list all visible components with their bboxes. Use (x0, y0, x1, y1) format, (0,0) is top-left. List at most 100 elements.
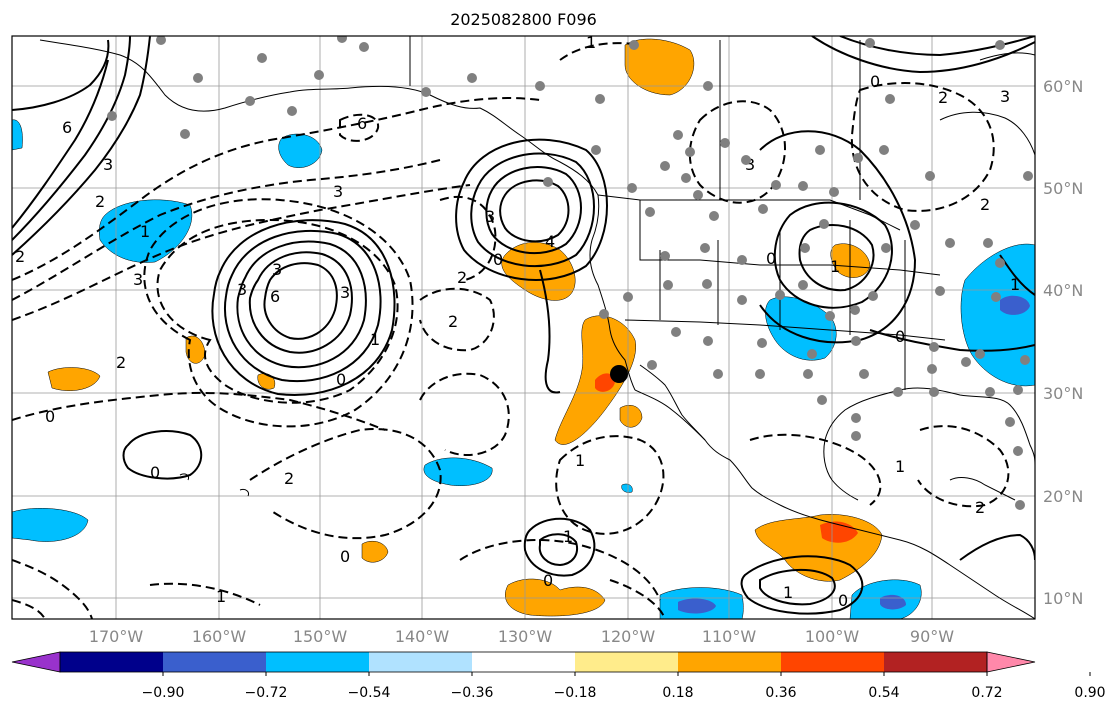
colorbar-swatch (266, 652, 370, 672)
contour-labels: 6 3 2 3 2 1 0 2 0 1 6 3 3 2 4 3 1 0 0 2 … (15, 33, 1020, 610)
contour-label: 1 (783, 583, 793, 602)
contour-label: 0 (493, 250, 503, 269)
contour-label: 3 (1000, 87, 1010, 106)
lon-label: 90°W (910, 627, 954, 646)
map-frame (11, 35, 1036, 620)
dashed-contours (12, 42, 1010, 619)
shaded-fields (12, 38, 1035, 619)
contour-label: 3 (485, 207, 495, 226)
northwest-lines-1 (12, 36, 151, 256)
lat-label: 20°N (1043, 487, 1083, 506)
cool-anomaly-gulf-alaska (278, 133, 323, 168)
latitude-labels: 60°N 50°N 40°N 30°N 20°N 10°N (1043, 77, 1083, 608)
contour-label: 3 (133, 270, 143, 289)
cool-anomaly-texas (765, 296, 837, 361)
tropical-ring-1 (523, 517, 596, 577)
warm-anomaly-small-4 (361, 541, 389, 563)
colorbar-swatch (472, 652, 576, 672)
high-pressure-ring-4 (224, 229, 382, 382)
north-ring-1 (811, 36, 1035, 74)
contour-label: 2 (95, 192, 105, 211)
colorbar-ticks: −0.90 −0.72 −0.54 −0.36 −0.18 0.18 0.36 0.54 0.7… (142, 672, 1105, 701)
contour-label: 4 (545, 232, 555, 251)
contour-label: 3 (237, 280, 247, 299)
contour-label: 3 (333, 182, 343, 201)
contour-label: 3 (272, 260, 282, 279)
contour-label: 0 (895, 327, 905, 346)
contour-label: 1 (140, 222, 150, 241)
lat-label: 30°N (1043, 384, 1083, 403)
colorbar-swatch (60, 652, 164, 672)
colorbar-tick-label: −0.90 (142, 685, 185, 701)
colorbar-tick-label: 0.18 (662, 685, 693, 701)
colorbar-swatch (781, 652, 885, 672)
warm-anomaly-small-5 (619, 405, 643, 428)
colorbar-border (59, 651, 988, 673)
longitude-labels: 170°W 160°W 150°W 140°W 130°W 120°W 110°… (89, 627, 954, 646)
colorbar-swatch (575, 652, 679, 672)
colorbar-extend-min (11, 651, 61, 673)
lat-label: 10°N (1043, 589, 1083, 608)
warm-anomaly-tropical (505, 578, 606, 617)
contour-label: 2 (980, 195, 990, 214)
contour-label: 6 (270, 287, 280, 306)
colorbar-tick-label: −0.54 (348, 685, 391, 701)
contour-label: 1 (575, 451, 585, 470)
colorbar-swatch (884, 652, 988, 672)
contour-label: 2 (284, 469, 294, 488)
contour-label: 2 (448, 312, 458, 331)
plains-ring-1 (798, 224, 875, 292)
strong-cool-northeast (1000, 295, 1030, 315)
trough-contour (539, 269, 561, 394)
contour-label: 1 (563, 527, 573, 546)
colorbar-tick-label: 0.36 (765, 685, 796, 701)
cool-anomaly-small (621, 483, 633, 493)
lon-label: 170°W (89, 627, 144, 646)
colorbar-swatch (163, 652, 267, 672)
lon-label: 130°W (498, 627, 553, 646)
lon-label: 150°W (293, 627, 348, 646)
colorbar (11, 651, 1036, 673)
lon-label: 100°W (805, 627, 860, 646)
cool-anomaly-edge (12, 119, 23, 151)
cool-anomaly-subtropical (423, 457, 493, 486)
contour-label: 2 (116, 353, 126, 372)
black-dot-marker (610, 365, 628, 383)
warm-anomaly-pacific-northwest (501, 242, 576, 301)
contour-label: 0 (870, 72, 880, 91)
cool-anomaly-north-pacific (98, 199, 192, 263)
subtropical-ring (122, 430, 203, 480)
northwest-lines-4 (12, 39, 110, 111)
northeast-line (869, 329, 1035, 352)
contour-label: 6 (62, 118, 72, 137)
high-pressure-ring-2 (248, 251, 353, 354)
colorbar-extend-max (986, 651, 1036, 673)
strong-warm-spot (595, 373, 615, 392)
contour-label: 2 (457, 268, 467, 287)
contour-label: 6 (357, 114, 367, 133)
colorbar-tick-label: −0.72 (245, 685, 288, 701)
solid-contours (12, 36, 1035, 615)
plains-ring-3 (759, 130, 917, 344)
pnw-ring-2 (485, 166, 582, 255)
northwest-lines-3 (12, 59, 109, 229)
lat-label: 50°N (1043, 179, 1083, 198)
pnw-ring-1 (499, 179, 570, 243)
contour-label: 0 (543, 571, 553, 590)
contour-label: 2 (975, 498, 985, 517)
warm-anomaly-small-2 (47, 367, 101, 391)
gridlines (12, 36, 1035, 619)
warm-anomaly-canada (624, 38, 695, 96)
contour-label: 0 (150, 463, 160, 482)
map-title: 2025082800 F096 (450, 10, 597, 29)
high-pressure-ring-5 (211, 219, 396, 396)
lon-label: 160°W (192, 627, 247, 646)
lat-label: 40°N (1043, 281, 1083, 300)
contour-label: 0 (336, 370, 346, 389)
contour-label: 0 (340, 547, 350, 566)
high-pressure-ring-3 (236, 240, 367, 369)
colorbar-tick-label: 0.54 (868, 685, 899, 701)
colorbar-tick-label: 0.72 (971, 685, 1002, 701)
colorbar-tick-label: −0.18 (554, 685, 597, 701)
strong-cool-tropical-2 (880, 594, 906, 610)
